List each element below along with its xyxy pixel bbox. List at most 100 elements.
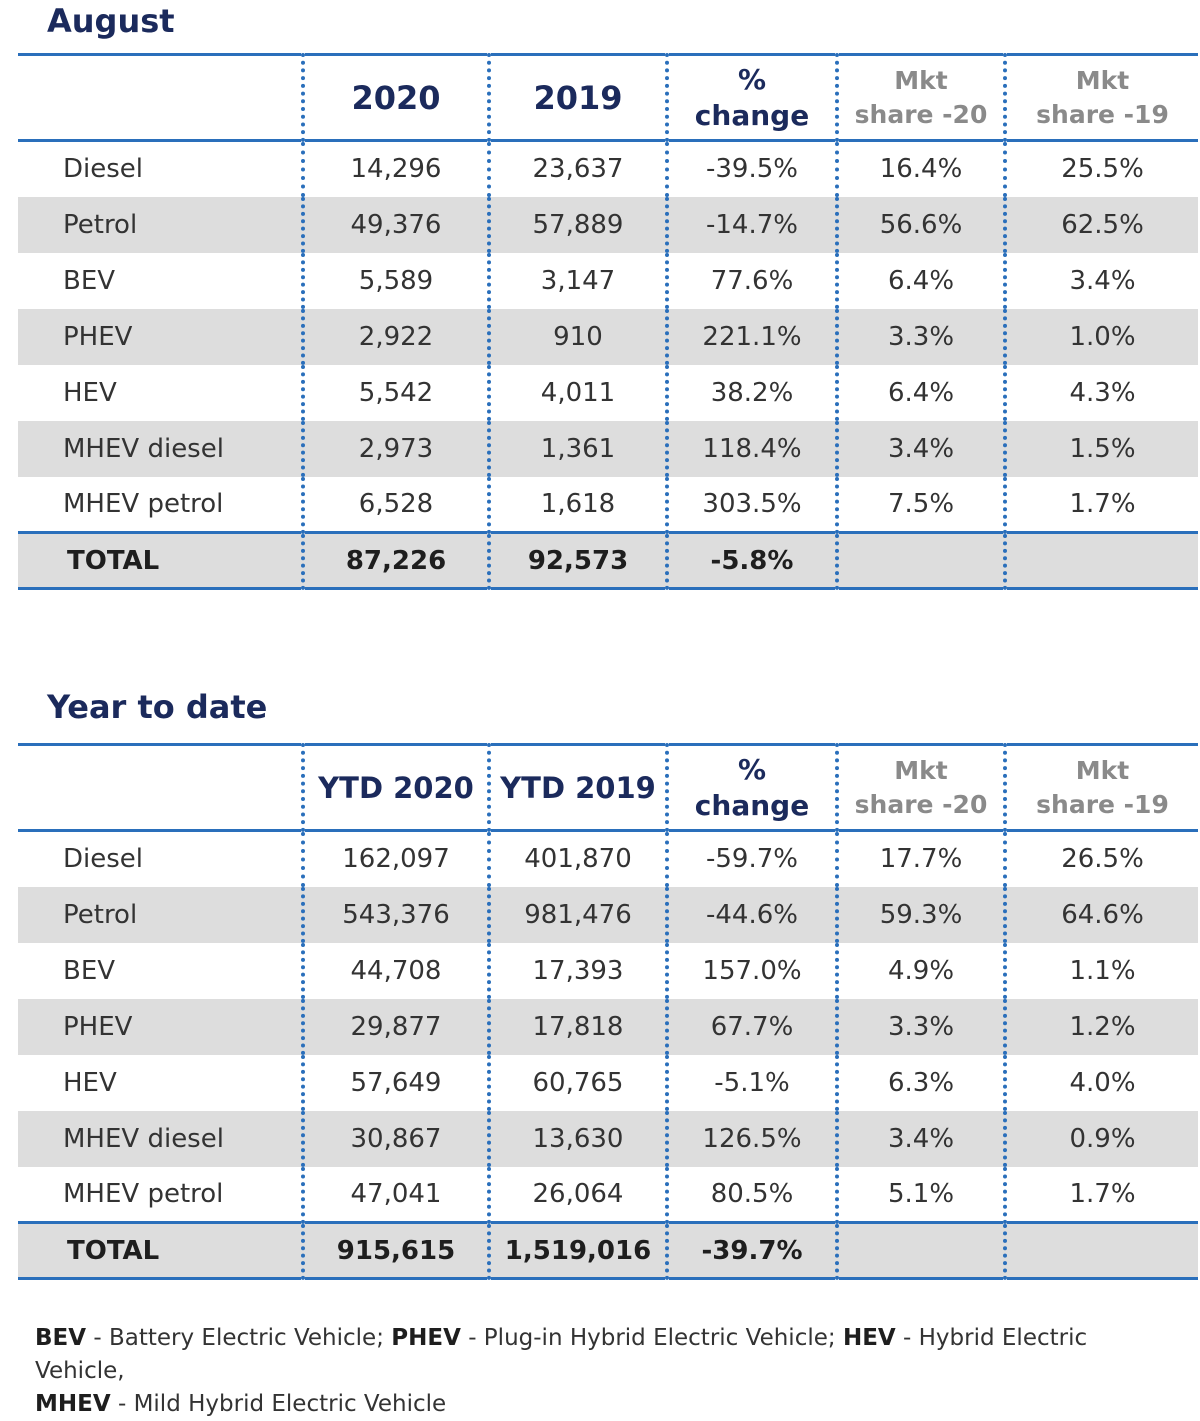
value-2019: 26,064 (487, 1166, 667, 1223)
value-mkt-20: 6.4% (835, 364, 1005, 421)
value-mkt-20: 59.3% (835, 886, 1005, 943)
table-row: PHEV 29,877 17,818 67.7% 3.3% 1.2% (18, 998, 1198, 1055)
value-mkt-20: 7.5% (835, 476, 1005, 533)
header-blank (18, 745, 303, 831)
value-2020: 5,589 (301, 252, 489, 309)
bev-definition: - Battery Electric Vehicle; (86, 1325, 392, 1351)
total-mkt-20-empty (835, 1222, 1005, 1279)
mkt-word: Mkt (894, 755, 948, 785)
total-row: TOTAL 915,615 1,519,016 -39.7% (18, 1222, 1198, 1279)
value-2019: 401,870 (487, 830, 667, 887)
value-mkt-19: 4.3% (1003, 364, 1198, 421)
value-mkt-19: 1.7% (1003, 1166, 1198, 1223)
total-2020: 87,226 (301, 532, 489, 589)
table-row: Diesel 162,097 401,870 -59.7% 17.7% 26.5… (18, 830, 1198, 887)
share-20-text: share -20 (854, 789, 988, 819)
value-2020: 49,376 (301, 196, 489, 253)
value-2019: 4,011 (487, 364, 667, 421)
share-20-text: share -20 (854, 99, 988, 129)
table-row: Petrol 49,376 57,889 -14.7% 56.6% 62.5% (18, 196, 1198, 253)
hev-abbr: HEV (842, 1325, 896, 1351)
value-mkt-19: 1.7% (1003, 476, 1198, 533)
value-2019: 1,618 (487, 476, 667, 533)
row-label: BEV (63, 265, 116, 296)
total-mkt-19-empty (1003, 1222, 1198, 1279)
value-change: -5.1% (665, 1054, 837, 1111)
value-mkt-19: 26.5% (1003, 830, 1198, 887)
value-mkt-20: 6.3% (835, 1054, 1005, 1111)
value-2020: 47,041 (301, 1166, 489, 1223)
value-change: 80.5% (665, 1166, 837, 1223)
value-mkt-19: 62.5% (1003, 196, 1198, 253)
table-row: MHEV petrol 47,041 26,064 80.5% 5.1% 1.7… (18, 1166, 1198, 1223)
value-2019: 60,765 (487, 1054, 667, 1111)
value-change: 303.5% (665, 476, 837, 533)
total-label: TOTAL (18, 532, 303, 589)
row-label: MHEV petrol (63, 488, 224, 519)
value-change: -59.7% (665, 830, 837, 887)
value-mkt-19: 4.0% (1003, 1054, 1198, 1111)
row-label: HEV (63, 377, 117, 408)
value-mkt-19: 25.5% (1003, 140, 1198, 197)
mkt-word: Mkt (894, 65, 948, 95)
pct-symbol: % (737, 752, 767, 786)
value-mkt-20: 3.4% (835, 420, 1005, 477)
august-title: August (47, 2, 175, 40)
mkt-word: Mkt (1075, 755, 1130, 785)
value-2020: 2,922 (301, 308, 489, 365)
table-row: Petrol 543,376 981,476 -44.6% 59.3% 64.6… (18, 886, 1198, 943)
value-2019: 1,361 (487, 420, 667, 477)
pct-symbol: % (737, 62, 767, 96)
row-label: MHEV diesel (18, 1110, 303, 1167)
value-mkt-19: 0.9% (1003, 1110, 1198, 1167)
value-mkt-19: 64.6% (1003, 886, 1198, 943)
value-mkt-20: 3.3% (835, 998, 1005, 1055)
mkt-word: Mkt (1075, 65, 1130, 95)
row-label: Diesel (63, 844, 144, 875)
total-mkt-19-empty (1003, 532, 1198, 589)
total-change: -39.7% (665, 1222, 837, 1279)
header-2019: 2019 (487, 54, 667, 141)
value-mkt-19: 1.2% (1003, 998, 1198, 1055)
ytd-table: YTD 2020 YTD 2019 % change Mkt share -20 M… (18, 743, 1198, 1280)
header-ytd-2020: YTD 2020 (301, 744, 489, 831)
header-blank (18, 55, 303, 141)
value-mkt-19: 1.5% (1003, 420, 1198, 477)
phev-definition: - Plug-in Hybrid Electric Vehicle; (460, 1325, 843, 1351)
value-mkt-20: 4.9% (835, 942, 1005, 999)
header-mkt-share-19: Mkt share -19 (1003, 54, 1198, 141)
value-change: 221.1% (665, 308, 837, 365)
total-label: TOTAL (18, 1222, 303, 1279)
value-2020: 44,708 (301, 942, 489, 999)
august-body: Diesel 14,296 23,637 -39.5% 16.4% 25.5% … (18, 140, 1198, 589)
value-mkt-19: 1.0% (1003, 308, 1198, 365)
value-mkt-19: 3.4% (1003, 252, 1198, 309)
change-word: change (694, 98, 810, 132)
table-row: BEV 44,708 17,393 157.0% 4.9% 1.1% (18, 942, 1198, 999)
ytd-body: Diesel 162,097 401,870 -59.7% 17.7% 26.5… (18, 830, 1198, 1279)
value-mkt-20: 3.3% (835, 308, 1005, 365)
value-mkt-20: 56.6% (835, 196, 1005, 253)
total-2019: 1,519,016 (487, 1222, 667, 1279)
value-2020: 57,649 (301, 1054, 489, 1111)
table-row: MHEV diesel 2,973 1,361 118.4% 3.4% 1.5% (18, 420, 1198, 477)
row-label: PHEV (18, 308, 303, 365)
value-2019: 57,889 (487, 196, 667, 253)
value-change: -44.6% (665, 886, 837, 943)
table-row: HEV 57,649 60,765 -5.1% 6.3% 4.0% (18, 1054, 1198, 1111)
ytd-title: Year to date (47, 688, 268, 726)
value-2020: 543,376 (301, 886, 489, 943)
header-row: YTD 2020 YTD 2019 % change Mkt share -20 M… (18, 744, 1198, 831)
header-pct-change: % change (665, 54, 837, 141)
value-2019: 981,476 (487, 886, 667, 943)
row-label: HEV (63, 1067, 117, 1098)
mhev-definition: - Mild Hybrid Electric Vehicle (110, 1391, 447, 1417)
row-label: MHEV petrol (63, 1178, 224, 1209)
value-2020: 162,097 (301, 830, 489, 887)
share-19-text: share -19 (1036, 789, 1169, 819)
header-pct-change: % change (665, 744, 837, 831)
table-row: MHEV petrol 6,528 1,618 303.5% 7.5% 1.7% (18, 476, 1198, 533)
value-mkt-20: 16.4% (835, 140, 1005, 197)
value-2020: 5,542 (301, 364, 489, 421)
value-mkt-20: 6.4% (835, 252, 1005, 309)
